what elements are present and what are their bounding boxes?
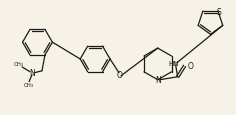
Text: N: N xyxy=(155,76,161,85)
Text: HN: HN xyxy=(169,60,179,66)
Text: O: O xyxy=(188,62,194,71)
Text: S: S xyxy=(217,7,221,16)
Text: N: N xyxy=(29,69,35,78)
Text: O: O xyxy=(117,71,123,80)
Text: CH₃: CH₃ xyxy=(24,82,34,87)
Text: CH₃: CH₃ xyxy=(14,62,24,67)
